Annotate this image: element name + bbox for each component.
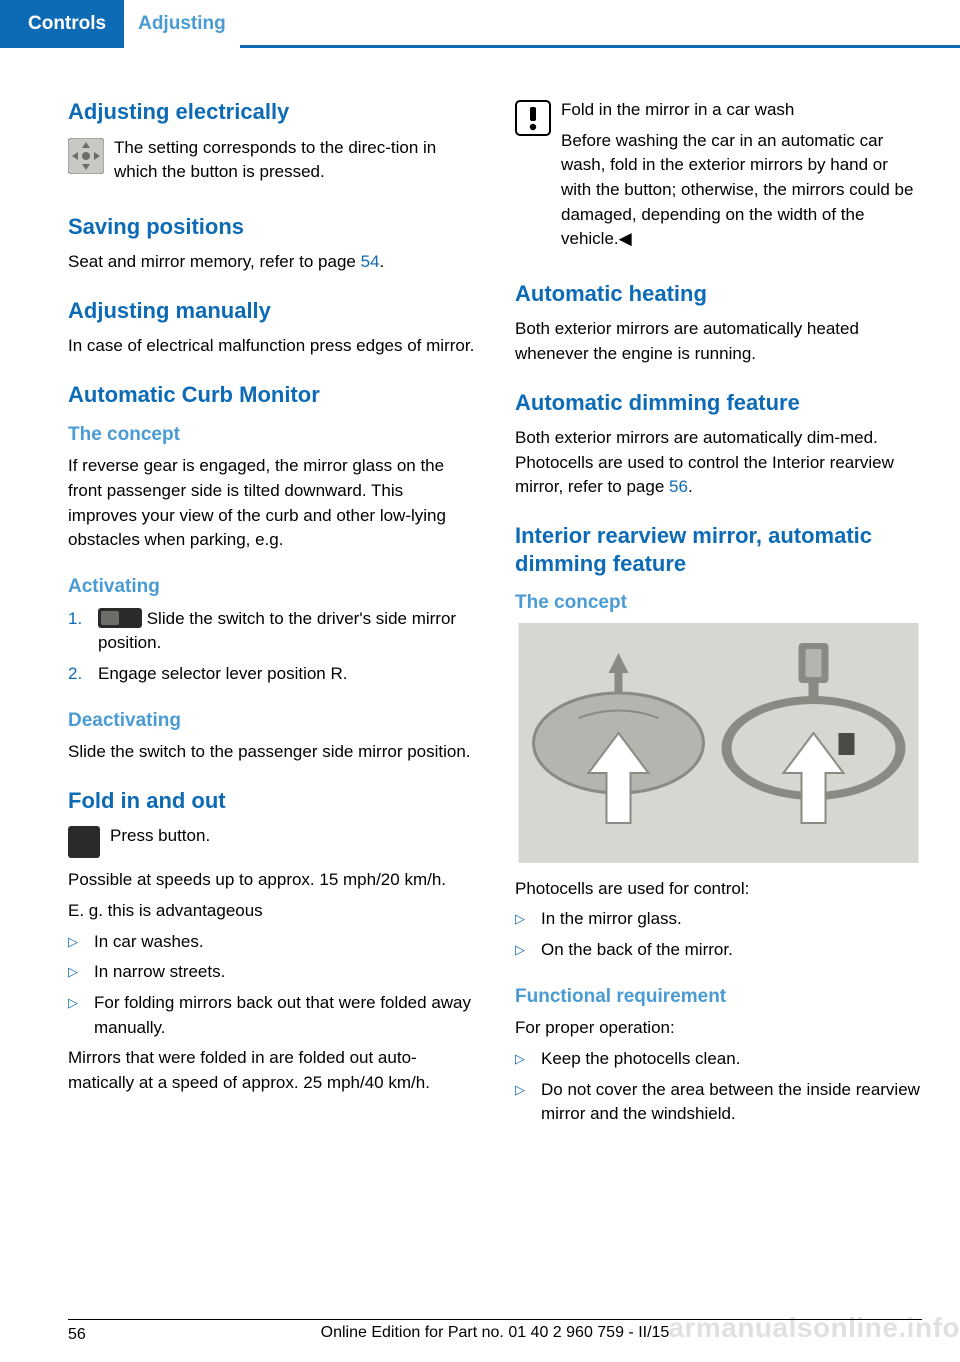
subsection-deactivating: Deactivating Slide the switch to the pas… bbox=[68, 709, 475, 765]
item-text: In car washes. bbox=[94, 930, 204, 955]
bullet-list: ▷Keep the photocells clean. ▷Do not cove… bbox=[515, 1047, 922, 1127]
list-item: 2. Engage selector lever position R. bbox=[68, 662, 475, 687]
body-text: Possible at speeds up to approx. 15 mph/… bbox=[68, 868, 475, 893]
text-part: Both exterior mirrors are automatically … bbox=[515, 428, 894, 496]
subsection-functional-requirement: Functional requirement For proper operat… bbox=[515, 985, 922, 1127]
bullet-icon: ▷ bbox=[515, 1078, 531, 1127]
warning-icon bbox=[515, 100, 551, 136]
body-text: E. g. this is advantageous bbox=[68, 899, 475, 924]
header-section: Adjusting bbox=[124, 0, 240, 48]
button-icon bbox=[68, 826, 100, 858]
item-content: Slide the switch to the driver's side mi… bbox=[98, 607, 475, 656]
body-text: Seat and mirror memory, refer to page 54… bbox=[68, 250, 475, 275]
right-column: Fold in the mirror in a car wash Before … bbox=[515, 98, 922, 1149]
list-item: ▷Do not cover the area between the insid… bbox=[515, 1078, 922, 1127]
bullet-icon: ▷ bbox=[68, 991, 84, 1040]
item-text: On the back of the mirror. bbox=[541, 938, 733, 963]
subheading: Activating bbox=[68, 575, 475, 599]
page-header: Controls Adjusting bbox=[0, 0, 960, 48]
heading: Automatic dimming feature bbox=[515, 389, 922, 417]
subheading: Functional requirement bbox=[515, 985, 922, 1009]
list-item: ▷ In car washes. bbox=[68, 930, 475, 955]
bullet-icon: ▷ bbox=[515, 938, 531, 963]
heading: Automatic heating bbox=[515, 280, 922, 308]
heading: Interior rearview mirror, automatic dimm… bbox=[515, 522, 922, 577]
text-part: Seat and mirror memory, refer to page bbox=[68, 252, 361, 271]
text-part: . bbox=[688, 477, 693, 496]
bullet-list: ▷In car washes. ▷In narrow streets. ▷For… bbox=[68, 930, 475, 1041]
watermark-text: armanualsonline.info bbox=[668, 1312, 960, 1344]
body-text: The setting corresponds to the direc‐tio… bbox=[114, 136, 475, 185]
list-item: ▷ In narrow streets. bbox=[68, 960, 475, 985]
body-text: Both exterior mirrors are automatically … bbox=[515, 317, 922, 366]
item-text: Keep the photocells clean. bbox=[541, 1047, 740, 1072]
list-item: ▷ On the back of the mirror. bbox=[515, 938, 922, 963]
bullet-list: ▷ In the mirror glass. ▷ On the back of th… bbox=[515, 907, 922, 962]
body-text: Photocells are used for control: bbox=[515, 877, 922, 902]
heading: Saving positions bbox=[68, 213, 475, 241]
warning-content: Fold in the mirror in a car wash Before … bbox=[561, 98, 922, 258]
bullet-icon: ▷ bbox=[515, 1047, 531, 1072]
subsection-activating: Activating 1. Slide the switch to the dr… bbox=[68, 575, 475, 687]
section-adjusting-manually: Adjusting manually In case of electrical… bbox=[68, 297, 475, 359]
body-text: For proper operation: bbox=[515, 1016, 922, 1041]
heading: Automatic Curb Monitor bbox=[68, 381, 475, 409]
section-saving-positions: Saving positions Seat and mirror memory,… bbox=[68, 213, 475, 275]
dpad-icon bbox=[68, 138, 104, 174]
heading: Adjusting manually bbox=[68, 297, 475, 325]
subsection-the-concept-2: The concept bbox=[515, 591, 922, 963]
item-text: In narrow streets. bbox=[94, 960, 225, 985]
icon-text-row: Press button. bbox=[68, 824, 475, 858]
page-link[interactable]: 54 bbox=[361, 252, 380, 271]
section-interior-rearview: Interior rearview mirror, automatic dimm… bbox=[515, 522, 922, 577]
heading: Adjusting electrically bbox=[68, 98, 475, 126]
page-link[interactable]: 56 bbox=[669, 477, 688, 496]
section-automatic-curb-monitor: Automatic Curb Monitor bbox=[68, 381, 475, 409]
body-text: Both exterior mirrors are automatically … bbox=[515, 426, 922, 500]
item-text: Do not cover the area between the inside… bbox=[541, 1078, 922, 1127]
list-item: ▷ In the mirror glass. bbox=[515, 907, 922, 932]
item-text: For folding mirrors back out that were f… bbox=[94, 991, 475, 1040]
page: Controls Adjusting Adjusting electricall… bbox=[0, 0, 960, 1362]
header-rule bbox=[240, 0, 960, 48]
subheading: The concept bbox=[68, 423, 475, 447]
warning-title: Fold in the mirror in a car wash bbox=[561, 98, 922, 123]
section-automatic-heating: Automatic heating Both exterior mirrors … bbox=[515, 280, 922, 367]
warning-block: Fold in the mirror in a car wash Before … bbox=[515, 98, 922, 258]
icon-text-row: The setting corresponds to the direc‐tio… bbox=[68, 136, 475, 191]
section-adjusting-electrically: Adjusting electrically The setting corre… bbox=[68, 98, 475, 191]
icon-text-row: Fold in the mirror in a car wash Before … bbox=[515, 98, 922, 258]
switch-icon bbox=[98, 608, 142, 628]
list-item: ▷For folding mirrors back out that were … bbox=[68, 991, 475, 1040]
subheading: The concept bbox=[515, 591, 922, 615]
body-text: Press button. bbox=[110, 824, 210, 849]
left-column: Adjusting electrically The setting corre… bbox=[68, 98, 475, 1149]
item-text: In the mirror glass. bbox=[541, 907, 682, 932]
bullet-icon: ▷ bbox=[515, 907, 531, 932]
item-text: Engage selector lever position R. bbox=[98, 662, 347, 687]
bullet-icon: ▷ bbox=[68, 930, 84, 955]
warning-body: Before washing the car in an automatic c… bbox=[561, 129, 922, 252]
subsection-the-concept: The concept If reverse gear is engaged, … bbox=[68, 423, 475, 553]
bullet-icon: ▷ bbox=[68, 960, 84, 985]
section-fold-in-out: Fold in and out Press button. Possible a… bbox=[68, 787, 475, 1096]
body-text: If reverse gear is engaged, the mirror g… bbox=[68, 454, 475, 553]
list-item: 1. Slide the switch to the driver's side… bbox=[68, 607, 475, 656]
section-automatic-dimming: Automatic dimming feature Both exterior … bbox=[515, 389, 922, 500]
text-part: . bbox=[380, 252, 385, 271]
header-chapter: Controls bbox=[0, 0, 124, 48]
item-number: 2. bbox=[68, 662, 88, 687]
item-text: Slide the switch to the driver's side mi… bbox=[98, 609, 456, 653]
ordered-list: 1. Slide the switch to the driver's side… bbox=[68, 607, 475, 687]
heading: Fold in and out bbox=[68, 787, 475, 815]
content-area: Adjusting electrically The setting corre… bbox=[0, 48, 960, 1169]
body-text: Slide the switch to the passenger side m… bbox=[68, 740, 475, 765]
list-item: ▷ Keep the photocells clean. bbox=[515, 1047, 922, 1072]
body-text: In case of electrical malfunction press … bbox=[68, 334, 475, 359]
body-text: Mirrors that were folded in are folded o… bbox=[68, 1046, 475, 1095]
mirror-illustration bbox=[515, 623, 922, 863]
item-number: 1. bbox=[68, 607, 88, 656]
subheading: Deactivating bbox=[68, 709, 475, 733]
